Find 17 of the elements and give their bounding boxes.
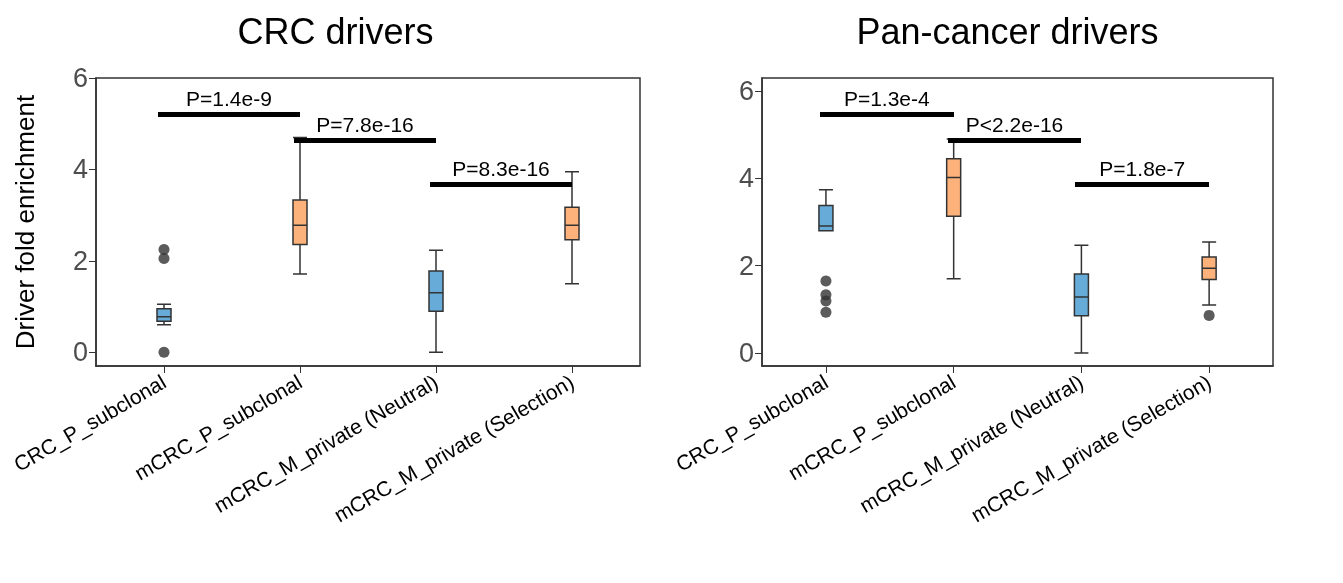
annotation: P=8.3e-16 [452, 157, 550, 181]
y-tick-label: 2 [72, 245, 88, 276]
annotation: P=1.3e-4 [843, 87, 930, 111]
y-tick-label: 4 [72, 154, 88, 185]
y-tick-label: 4 [739, 163, 755, 194]
y-axis-title: Driver fold enrichment [10, 94, 40, 350]
annotation: P<2.2e-16 [965, 113, 1064, 137]
y-tick-label: 6 [739, 76, 755, 107]
annotation: P=7.8e-16 [316, 113, 414, 137]
y-tick-label: 6 [72, 63, 88, 93]
y-tick-label: 0 [739, 337, 755, 368]
annotation: P=1.8e-7 [1099, 157, 1186, 181]
chart-title: CRC drivers [237, 10, 434, 52]
chart-title: Pan-cancer drivers [856, 10, 1159, 52]
y-tick-label: 2 [739, 250, 755, 281]
y-tick-label: 0 [72, 337, 88, 368]
annotation: P=1.4e-9 [186, 87, 272, 111]
